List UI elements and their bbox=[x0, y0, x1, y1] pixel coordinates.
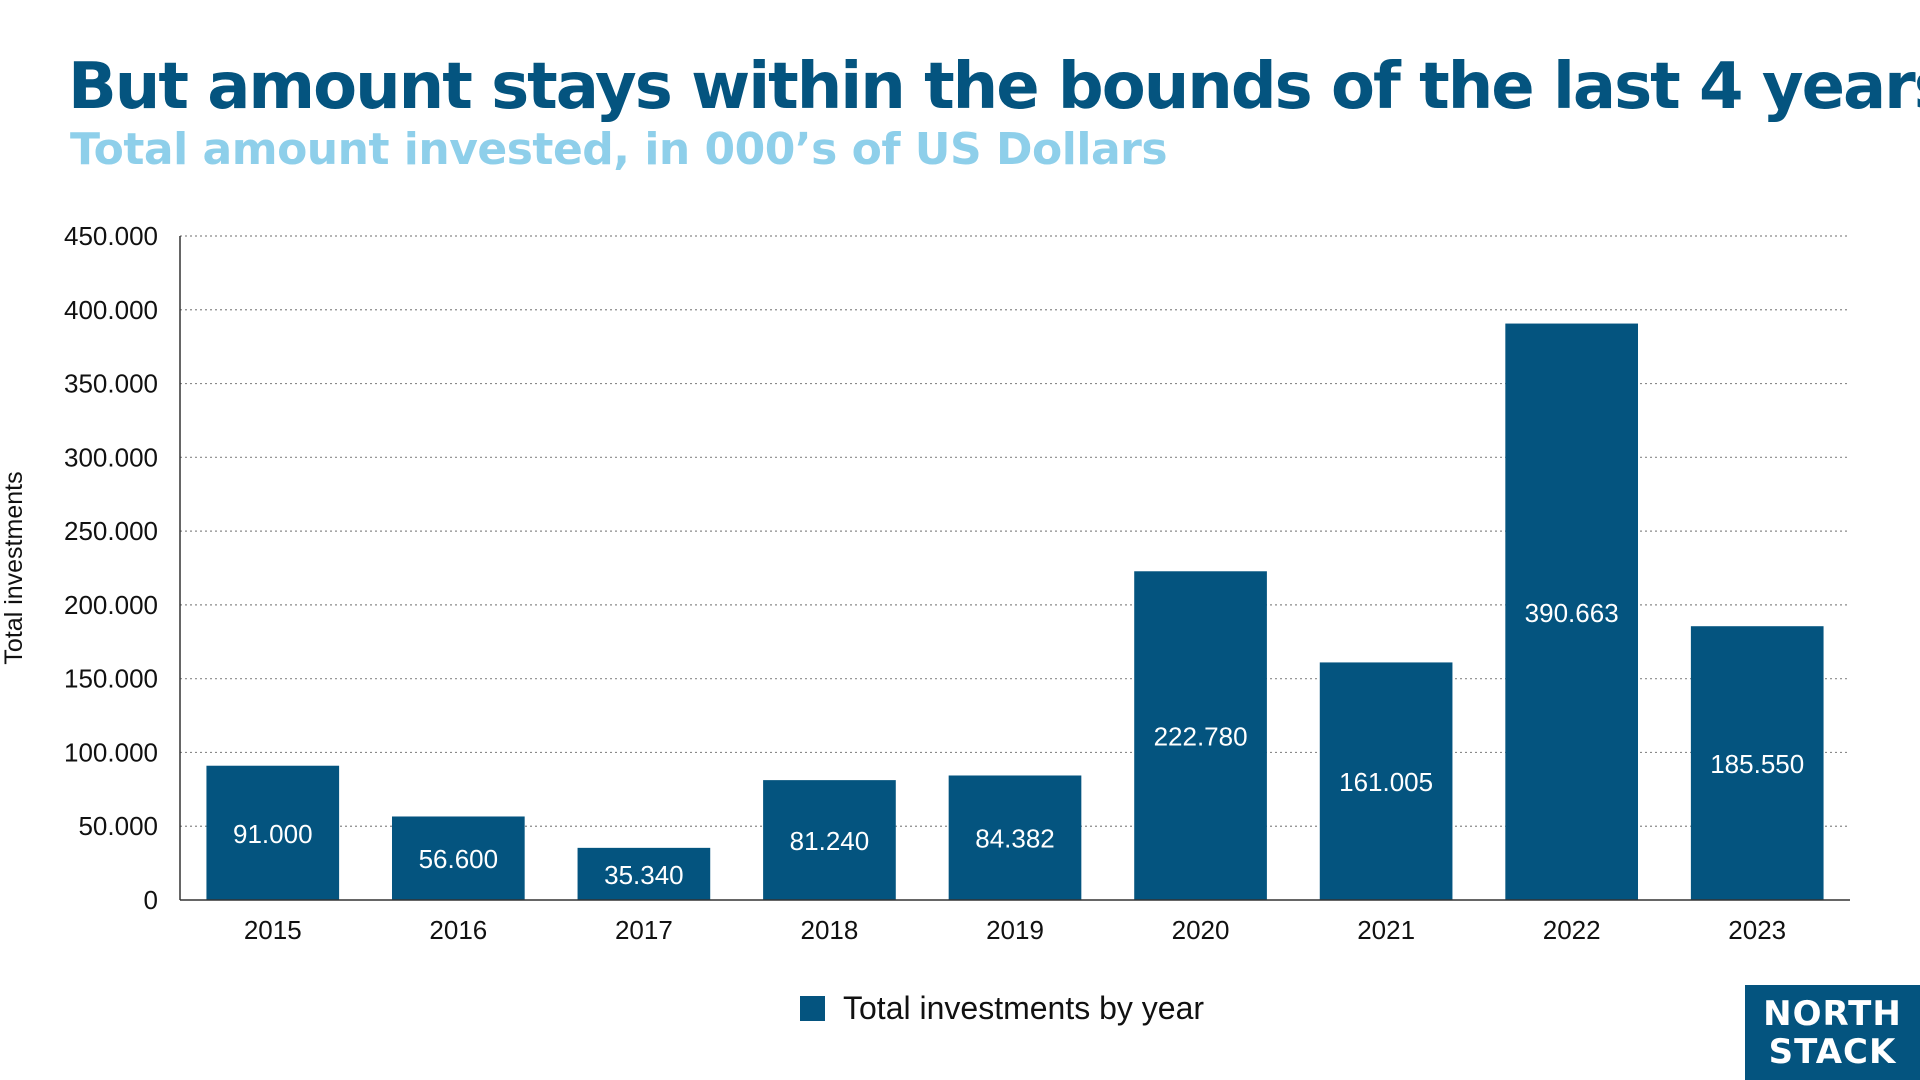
y-tick-label: 450.000 bbox=[64, 221, 158, 251]
bar-value-label: 161.005 bbox=[1339, 767, 1433, 797]
chart-subtitle: Total amount invested, in 000’s of US Do… bbox=[70, 124, 1168, 175]
x-tick-label: 2020 bbox=[1172, 915, 1230, 945]
logo-line-1: NORTH bbox=[1763, 993, 1902, 1034]
y-tick-label: 50.000 bbox=[78, 811, 158, 841]
bar bbox=[1505, 323, 1639, 900]
chart-title: But amount stays within the bounds of th… bbox=[68, 50, 1920, 124]
y-tick-label: 100.000 bbox=[64, 737, 158, 767]
y-tick-label: 400.000 bbox=[64, 295, 158, 325]
x-tick-label: 2019 bbox=[986, 915, 1044, 945]
logo-line-2: STACK bbox=[1768, 1031, 1897, 1072]
bar-value-label: 185.550 bbox=[1710, 749, 1804, 779]
x-tick-label: 2016 bbox=[429, 915, 487, 945]
y-tick-label: 0 bbox=[144, 885, 158, 915]
bar bbox=[948, 775, 1082, 900]
x-tick-label: 2021 bbox=[1357, 915, 1415, 945]
legend-label: Total investments by year bbox=[843, 990, 1205, 1026]
y-tick-label: 200.000 bbox=[64, 590, 158, 620]
y-tick-label: 250.000 bbox=[64, 516, 158, 546]
bar-value-label: 84.382 bbox=[975, 824, 1055, 854]
bar bbox=[1134, 571, 1267, 900]
bar-value-label: 56.600 bbox=[419, 844, 499, 874]
bar-value-label: 91.000 bbox=[233, 819, 313, 849]
bar-value-label: 390.663 bbox=[1525, 598, 1619, 628]
bar bbox=[1319, 662, 1453, 900]
y-tick-label: 350.000 bbox=[64, 369, 158, 399]
bar bbox=[1690, 626, 1824, 900]
y-axis-title: Total investments bbox=[0, 471, 28, 664]
x-tick-label: 2018 bbox=[801, 915, 859, 945]
legend: Total investments by year bbox=[800, 990, 1204, 1027]
x-tick-label: 2022 bbox=[1543, 915, 1601, 945]
bar-value-label: 35.340 bbox=[604, 860, 684, 890]
bar bbox=[391, 816, 525, 900]
x-tick-label: 2017 bbox=[615, 915, 673, 945]
y-tick-label: 300.000 bbox=[64, 442, 158, 472]
bar-value-label: 81.240 bbox=[790, 826, 870, 856]
bar bbox=[206, 765, 340, 900]
bar bbox=[577, 847, 711, 900]
y-tick-label: 150.000 bbox=[64, 664, 158, 694]
bar-chart: 0 50.000 100.000 150.000 200.000 250.000 300.0… bbox=[0, 221, 1850, 945]
x-tick-label: 2023 bbox=[1728, 915, 1786, 945]
north-stack-logo: NORTH STACK bbox=[1745, 985, 1920, 1080]
bar bbox=[763, 780, 896, 900]
x-tick-label: 2015 bbox=[244, 915, 302, 945]
bar-value-label: 222.780 bbox=[1154, 722, 1248, 752]
square-swatch-icon bbox=[800, 996, 825, 1021]
